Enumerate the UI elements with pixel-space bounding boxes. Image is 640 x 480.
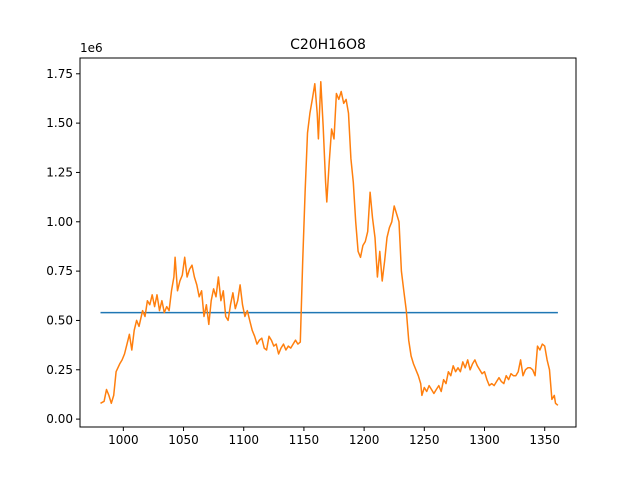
plot-lines [100, 80, 559, 406]
y-tick-label-4: 1.00 [46, 215, 73, 229]
plot-frame [79, 57, 577, 428]
x-tick-label-5: 1250 [409, 433, 440, 447]
x-tick-label-1: 1050 [168, 433, 199, 447]
y-offset-label: 1e6 [80, 41, 103, 55]
x-tick-label-2: 1100 [228, 433, 259, 447]
y-tick-label-3: 0.75 [46, 264, 73, 278]
y-axis: 0.00 0.25 0.50 0.75 1.00 1.25 1.50 1.75 [46, 67, 80, 426]
y-tick-label-0: 0.00 [46, 412, 73, 426]
x-tick-label-3: 1150 [289, 433, 320, 447]
y-tick-label-7: 1.75 [46, 67, 73, 81]
y-tick-label-5: 1.25 [46, 165, 73, 179]
chart-title: C20H16O8 [290, 37, 366, 53]
x-tick-label-0: 1000 [108, 433, 139, 447]
x-tick-label-4: 1200 [349, 433, 380, 447]
x-tick-label-6: 1300 [469, 433, 500, 447]
y-tick-label-2: 0.50 [46, 313, 73, 327]
y-tick-label-6: 1.50 [46, 116, 73, 130]
y-tick-label-1: 0.25 [46, 363, 73, 377]
series-line-1 [100, 80, 559, 406]
x-tick-label-7: 1350 [529, 433, 560, 447]
x-axis: 1000 1050 1100 1150 1200 1250 1300 1350 [108, 427, 560, 447]
